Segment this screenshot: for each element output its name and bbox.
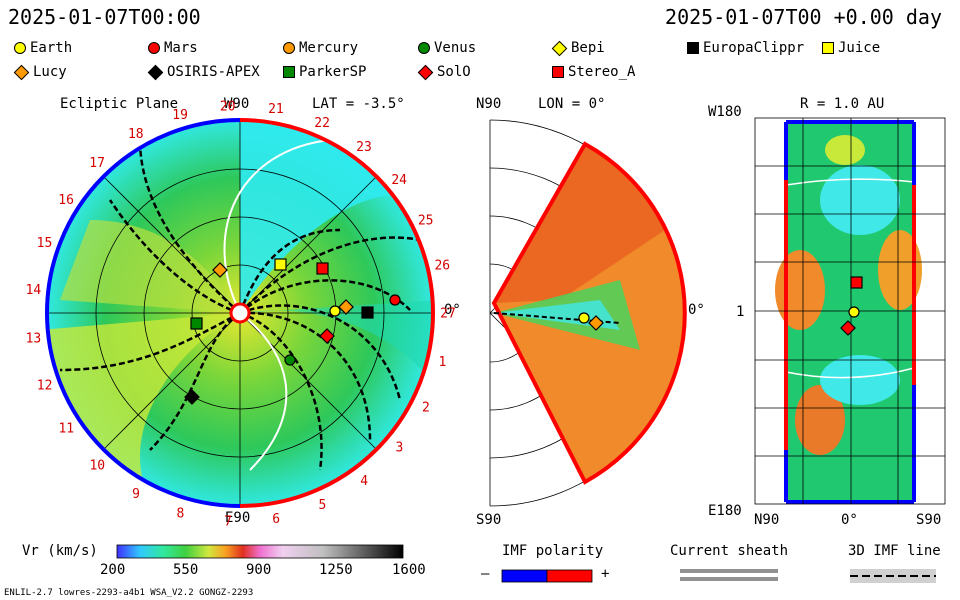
carrington-label: 16 — [58, 193, 74, 208]
legend-label: Juice — [838, 40, 881, 56]
carrington-label: 10 — [89, 458, 105, 473]
colorbar-tick: 1250 — [319, 562, 353, 578]
map-bottom-left: E180 — [708, 503, 742, 519]
map-x-right: S90 — [916, 512, 942, 528]
carrington-label: 19 — [172, 108, 188, 123]
square-marker-icon — [687, 42, 699, 54]
legend-label: OSIRIS-APEX — [167, 64, 260, 80]
legend-item: Earth — [14, 40, 72, 56]
map-top-left: W180 — [708, 104, 742, 120]
legend-item: Juice — [822, 40, 880, 56]
carrington-label: 5 — [318, 498, 326, 513]
carrington-label: 2 — [422, 400, 430, 415]
footer-left: ENLIL-2.7 lowres-2293-a4b1 WSA_V2.2 GONG… — [4, 588, 254, 598]
carrington-label: 15 — [37, 236, 53, 251]
square-marker-icon — [822, 42, 834, 54]
carrington-label: 12 — [37, 378, 53, 393]
circle-marker-icon — [14, 42, 26, 54]
carrington-label: 1 — [438, 355, 446, 370]
legend-label: Earth — [30, 40, 73, 56]
circle-marker-icon — [418, 42, 430, 54]
legend-item: ParkerSP — [283, 64, 366, 80]
carrington-label: 18 — [128, 127, 144, 142]
map-mid-left: 1 — [736, 304, 745, 320]
map-title: R = 1.0 AU — [800, 96, 885, 112]
legend-item: EuropaClippr — [687, 40, 804, 56]
carrington-label: 23 — [356, 140, 372, 155]
ecliptic-title: Ecliptic Plane — [60, 96, 179, 112]
legend-label: EuropaClippr — [703, 40, 805, 56]
colorbar — [116, 544, 404, 559]
colorbar-tick: 550 — [173, 562, 199, 578]
current-sheath-label: Current sheath — [670, 543, 789, 559]
meridional-top-label: N90 — [476, 96, 502, 112]
colorbar-label: Vr (km/s) — [22, 543, 98, 559]
carrington-label: 24 — [391, 173, 407, 188]
map-panel — [754, 117, 946, 505]
carrington-label: 17 — [89, 156, 105, 171]
colorbar-tick: 1600 — [392, 562, 426, 578]
carrington-label: 11 — [58, 421, 74, 436]
square-marker-icon — [552, 66, 564, 78]
legend-item: SolO — [417, 64, 471, 80]
legend-label: Bepi — [571, 40, 605, 56]
legend-label: Mars — [164, 40, 198, 56]
carrington-label: 6 — [272, 512, 280, 527]
carrington-label: 14 — [26, 283, 42, 298]
imf3d-label: 3D IMF line — [848, 543, 941, 559]
legend-item: Mars — [148, 40, 198, 56]
carrington-label: 26 — [434, 259, 450, 274]
meridional-bottom-label: S90 — [476, 512, 502, 528]
carrington-label: 9 — [132, 487, 140, 502]
carrington-label: 20 — [220, 99, 236, 114]
carrington-label: 4 — [360, 474, 368, 489]
square-marker-icon — [283, 66, 295, 78]
legend-label: SolO — [437, 64, 471, 80]
circle-marker-icon — [148, 42, 160, 54]
legend-label: Venus — [434, 40, 477, 56]
meridional-panel — [489, 119, 687, 507]
date-left: 2025-01-07T00:00 — [8, 5, 201, 29]
carrington-label: 13 — [26, 331, 42, 346]
legend-label: ParkerSP — [299, 64, 367, 80]
legend-item: Stereo_A — [552, 64, 635, 80]
circle-marker-icon — [283, 42, 295, 54]
legend-label: Mercury — [299, 40, 359, 56]
legend-item: Lucy — [13, 64, 67, 80]
carrington-label: 21 — [268, 102, 284, 117]
carrington-label: 3 — [395, 441, 403, 456]
date-right: 2025-01-07T00 +0.00 day — [665, 5, 942, 29]
legend-item: Mercury — [283, 40, 358, 56]
legend-item: OSIRIS-APEX — [147, 64, 260, 80]
carrington-label: 7 — [224, 515, 232, 530]
colorbar-tick: 900 — [246, 562, 272, 578]
imf-plus: + — [601, 566, 610, 582]
imf-minus: – — [481, 566, 490, 582]
carrington-label: 27 — [440, 307, 456, 322]
ecliptic-right-label: 0° — [444, 302, 461, 318]
ecliptic-top-label: W90 — [224, 96, 250, 112]
carrington-label: 22 — [314, 116, 330, 131]
map-x-mid: 0° — [841, 512, 858, 528]
carrington-label: 25 — [418, 213, 434, 228]
legend-label: Lucy — [33, 64, 67, 80]
ecliptic-bottom-label: E90 — [225, 510, 251, 526]
legend-item: Venus — [418, 40, 476, 56]
meridional-right-label: 0° — [688, 302, 705, 318]
ecliptic-lat-label: LAT = -3.5° — [312, 96, 405, 112]
colorbar-tick: 200 — [100, 562, 126, 578]
map-x-left: N90 — [754, 512, 780, 528]
imf-polarity-label: IMF polarity — [502, 543, 604, 559]
carrington-label: 8 — [176, 506, 184, 521]
legend-item: Bepi — [551, 40, 605, 56]
legend-label: Stereo_A — [568, 64, 636, 80]
meridional-lon-label: LON = 0° — [538, 96, 606, 112]
